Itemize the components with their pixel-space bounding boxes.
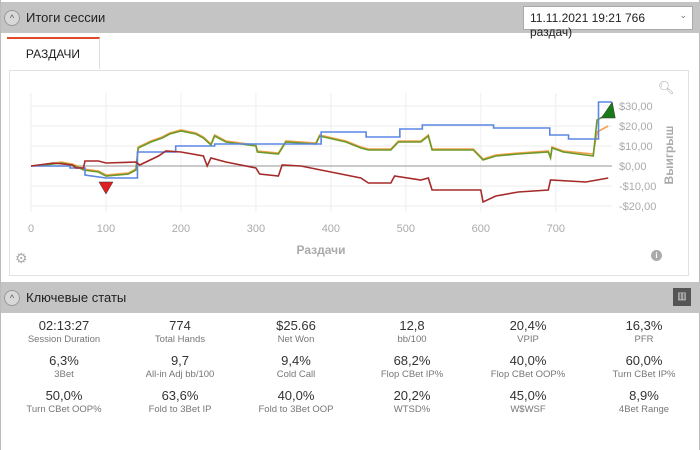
stat-label: Total Hands	[154, 334, 206, 345]
y-tick-label: $20,00	[619, 121, 653, 133]
stat-value: 40,0%	[277, 388, 315, 403]
y-tick-label: -$20,00	[619, 201, 656, 213]
stat-label: W$WSF	[510, 404, 546, 415]
stat-item: 9,4% Cold Call	[238, 353, 354, 380]
collapse-stats-button[interactable]: ^	[4, 289, 20, 306]
x-tick-label: 500	[397, 223, 415, 235]
stat-label: 3Bet	[54, 369, 74, 380]
session-select-value: 11.11.2021 19:21 766 раздач)	[530, 11, 645, 39]
session-title: Итоги сессии	[26, 10, 106, 25]
stat-value: 45,0%	[509, 388, 547, 403]
series-line	[31, 101, 612, 179]
stat-label: Fold to 3Bet OOP	[258, 404, 334, 415]
stat-label: Cold Call	[276, 369, 316, 380]
stat-label: Flop CBet IP%	[380, 369, 444, 380]
info-icon[interactable]: i	[651, 250, 662, 261]
stat-item: 8,9% 4Bet Range	[586, 388, 700, 415]
y-tick-label: $10,00	[619, 141, 653, 153]
stat-item: 45,0% W$WSF	[470, 388, 586, 415]
y-tick-label: $30,00	[619, 101, 653, 113]
stat-label: Session Duration	[27, 334, 101, 345]
stat-item: 63,6% Fold to 3Bet IP	[122, 388, 238, 415]
session-select[interactable]: 11.11.2021 19:21 766 раздач) ⌄	[523, 6, 693, 39]
stat-label: VPIP	[517, 334, 539, 345]
stat-value: 40,0%	[509, 353, 547, 368]
stat-item: $25.66 Net Won	[238, 318, 354, 345]
stat-item: 16,3% PFR	[586, 318, 700, 345]
y-tick-label: $0,00	[619, 161, 647, 173]
columns-icon[interactable]: ▥	[673, 288, 691, 306]
x-axis-label: Раздачи	[297, 243, 346, 257]
min-marker	[98, 181, 114, 195]
stat-label: WTSD%	[393, 404, 431, 415]
stat-value: 02:13:27	[38, 318, 90, 333]
stat-label: Fold to 3Bet IP	[148, 404, 212, 415]
stat-label: PFR	[634, 334, 654, 345]
stat-value: 6,3%	[49, 353, 79, 368]
stat-item: 68,2% Flop CBet IP%	[354, 353, 470, 380]
series-line	[30, 125, 609, 176]
stat-item: 60,0% Turn CBet IP%	[586, 353, 700, 380]
series-line	[30, 113, 609, 177]
x-tick-label: 400	[322, 223, 340, 235]
stat-item: 6,3% 3Bet	[6, 353, 122, 380]
stat-item: 50,0% Turn CBet OOP%	[6, 388, 122, 415]
stat-item: 20,4% VPIP	[470, 318, 586, 345]
stat-value: 9,7	[170, 353, 190, 368]
x-tick-label: 0	[28, 223, 34, 235]
max-marker	[600, 101, 616, 119]
y-tick-label: -$10,00	[619, 181, 656, 193]
stat-value: 60,0%	[625, 353, 663, 368]
stat-item: 20,2% WTSD%	[354, 388, 470, 415]
key-stats-title: Ключевые статы	[26, 290, 127, 305]
stat-value: $25.66	[276, 318, 316, 333]
key-stats-grid: 02:13:27 Session Duration 774 Total Hands $2…	[1, 318, 700, 415]
y-axis-label: Выигрыш	[662, 126, 676, 185]
stat-label: Flop CBet OOP%	[490, 369, 566, 380]
stat-label: Turn CBet OOP%	[26, 404, 102, 415]
stat-item: 40,0% Flop CBet OOP%	[470, 353, 586, 380]
stat-value: 12,8	[399, 318, 425, 333]
winnings-chart: 0 100 200 300 400 500 600 700 $30,00 $20,00 $10,00…	[28, 93, 676, 257]
stat-value: 68,2%	[393, 353, 431, 368]
stat-item: 02:13:27 Session Duration	[6, 318, 122, 345]
stat-item: 40,0% Fold to 3Bet OOP	[238, 388, 354, 415]
x-tick-label: 600	[472, 223, 490, 235]
stat-value: 8,9%	[629, 388, 659, 403]
key-stats-header: ^ Ключевые статы ▥	[1, 282, 700, 313]
stat-label: 4Bet Range	[618, 404, 670, 415]
x-tick-label: 300	[247, 223, 265, 235]
stat-label: bb/100	[397, 334, 427, 345]
x-tick-label: 100	[97, 223, 115, 235]
session-header: ^ Итоги сессии 11.11.2021 19:21 766 разд…	[1, 2, 700, 39]
stat-value: 63,6%	[161, 388, 199, 403]
stat-label: All-in Adj bb/100	[145, 369, 215, 380]
stat-label: Turn CBet IP%	[612, 369, 676, 380]
x-tick-label: 700	[547, 223, 565, 235]
tab-hands[interactable]: РАЗДАЧИ	[7, 37, 100, 69]
zoom-icon[interactable]: 🔍︎	[658, 80, 675, 95]
stat-item: 774 Total Hands	[122, 318, 238, 345]
stat-value: 20,4%	[509, 318, 547, 333]
x-tick-label: 200	[172, 223, 190, 235]
collapse-session-button[interactable]: ^	[4, 9, 20, 26]
chart-container	[9, 70, 689, 276]
stat-label: Net Won	[277, 334, 315, 345]
gear-icon[interactable]: ⚙	[15, 250, 28, 266]
chevron-down-icon: ⌄	[679, 10, 687, 20]
stat-item: 9,7 All-in Adj bb/100	[122, 353, 238, 380]
stat-value: 50,0%	[45, 388, 83, 403]
stat-value: 16,3%	[625, 318, 663, 333]
series-line	[30, 150, 609, 204]
stat-item: 12,8 bb/100	[354, 318, 470, 345]
stat-value: 20,2%	[393, 388, 431, 403]
stat-value: 9,4%	[281, 353, 311, 368]
stat-value: 774	[169, 318, 191, 333]
